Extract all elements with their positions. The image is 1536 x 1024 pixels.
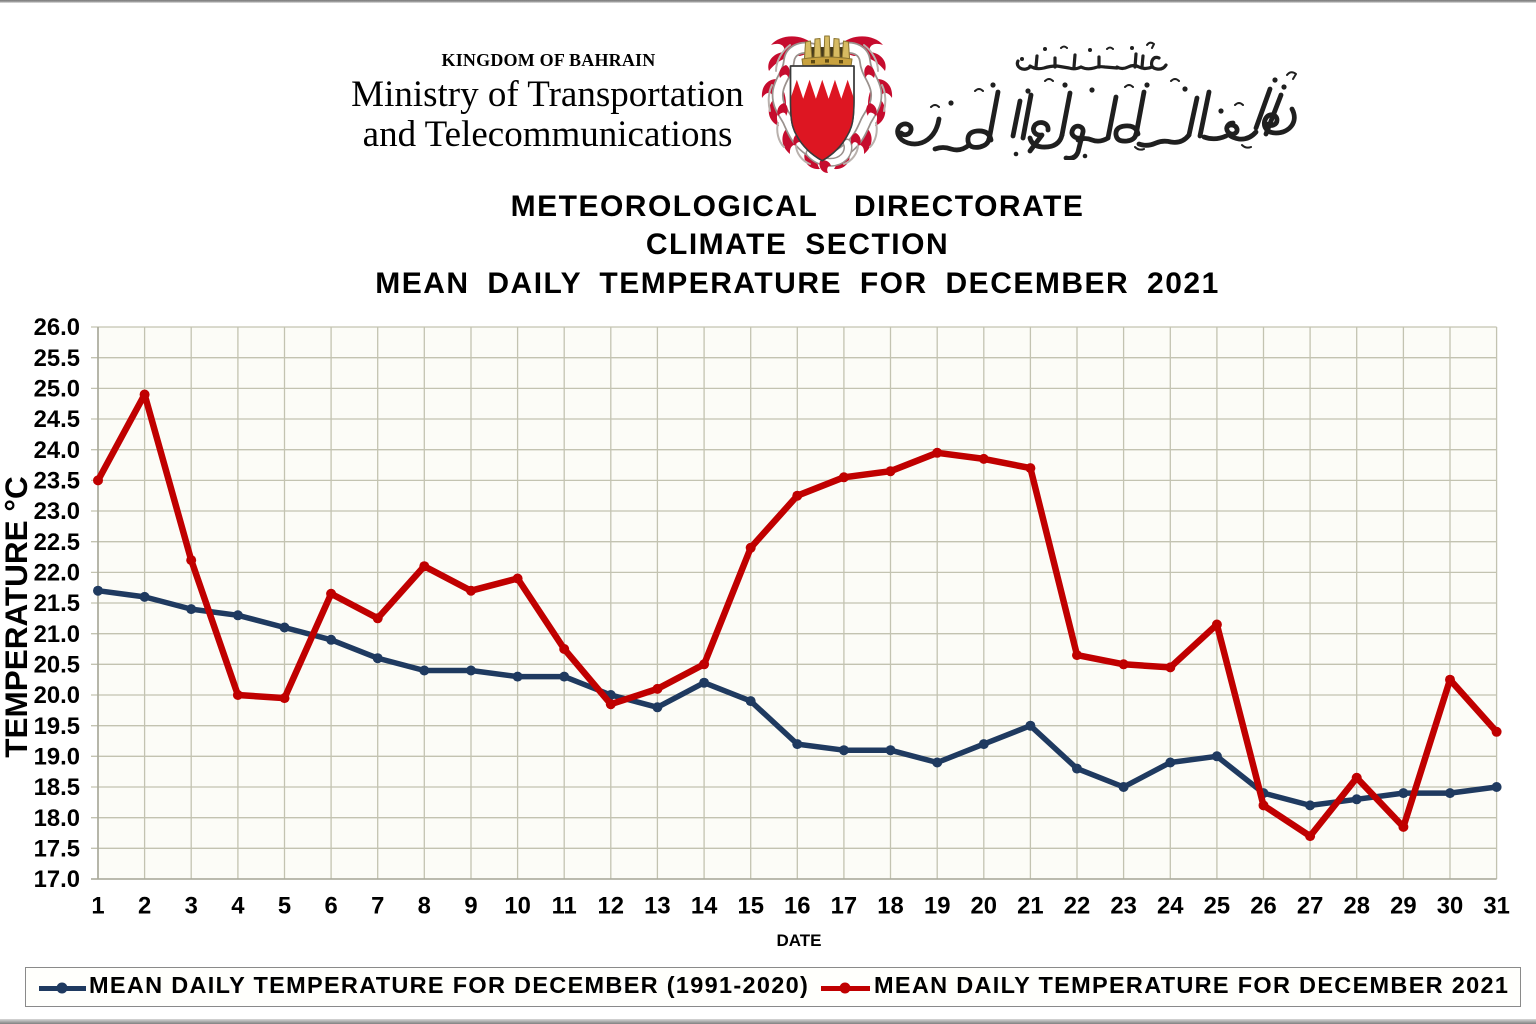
svg-text:11: 11: [552, 893, 577, 920]
svg-text:13: 13: [644, 893, 670, 920]
svg-text:19.5: 19.5: [34, 713, 80, 740]
svg-text:24.0: 24.0: [34, 437, 80, 464]
svg-text:14: 14: [691, 893, 718, 920]
svg-text:17: 17: [831, 893, 857, 920]
svg-text:24: 24: [1157, 893, 1184, 920]
svg-text:22: 22: [1064, 893, 1090, 920]
svg-text:9: 9: [464, 893, 477, 920]
svg-text:26: 26: [1250, 893, 1276, 920]
svg-text:25: 25: [1204, 893, 1230, 920]
svg-text:1: 1: [91, 893, 104, 920]
svg-text:24.5: 24.5: [34, 406, 80, 433]
svg-text:22.0: 22.0: [34, 560, 80, 587]
svg-text:16: 16: [784, 893, 810, 920]
svg-text:17.0: 17.0: [34, 866, 80, 893]
svg-text:27: 27: [1297, 893, 1323, 920]
svg-text:20.5: 20.5: [34, 652, 80, 679]
svg-text:17.5: 17.5: [34, 836, 80, 863]
svg-text:28: 28: [1343, 893, 1369, 920]
svg-text:6: 6: [324, 893, 337, 920]
svg-text:23.0: 23.0: [34, 498, 80, 525]
svg-text:18.5: 18.5: [34, 774, 80, 801]
svg-text:25.5: 25.5: [34, 345, 80, 372]
svg-text:5: 5: [278, 893, 291, 920]
svg-text:25.0: 25.0: [34, 376, 80, 403]
svg-text:31: 31: [1483, 893, 1509, 920]
svg-text:20: 20: [971, 893, 997, 920]
svg-text:18.0: 18.0: [34, 805, 80, 832]
svg-text:10: 10: [504, 893, 530, 920]
svg-text:19: 19: [924, 893, 950, 920]
svg-text:23.5: 23.5: [34, 468, 80, 495]
svg-text:2: 2: [138, 893, 151, 920]
svg-text:TEMPERATURE °C: TEMPERATURE °C: [0, 476, 34, 758]
svg-text:29: 29: [1390, 893, 1416, 920]
svg-text:26.0: 26.0: [34, 314, 80, 341]
svg-text:21.0: 21.0: [34, 621, 80, 648]
svg-text:3: 3: [185, 893, 198, 920]
svg-text:4: 4: [231, 893, 245, 920]
svg-text:7: 7: [371, 893, 384, 920]
svg-text:12: 12: [598, 893, 624, 920]
svg-text:8: 8: [418, 893, 431, 920]
svg-text:19.0: 19.0: [34, 744, 80, 771]
svg-text:23: 23: [1110, 893, 1136, 920]
svg-text:18: 18: [877, 893, 903, 920]
svg-text:21: 21: [1017, 893, 1043, 920]
svg-text:30: 30: [1437, 893, 1463, 920]
svg-text:22.5: 22.5: [34, 529, 80, 556]
svg-text:15: 15: [737, 893, 763, 920]
svg-text:21.5: 21.5: [34, 590, 80, 617]
svg-text:DATE: DATE: [776, 931, 821, 950]
svg-text:20.0: 20.0: [34, 682, 80, 709]
